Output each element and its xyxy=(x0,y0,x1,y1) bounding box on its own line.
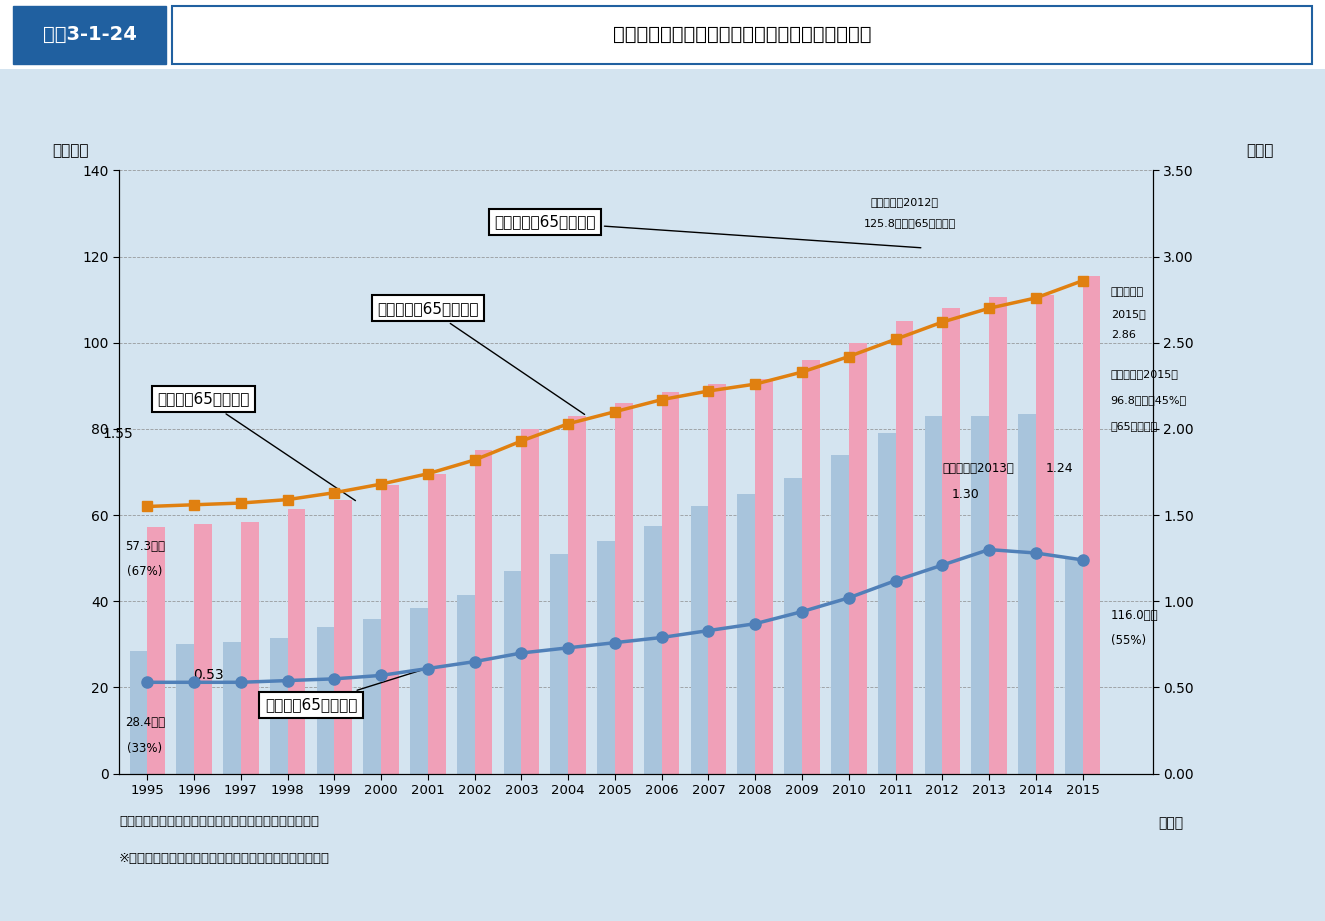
Text: （年）: （年） xyxy=(1158,816,1183,830)
Bar xyxy=(849,343,867,774)
Bar xyxy=(504,571,522,774)
Bar xyxy=(241,521,258,774)
Bar xyxy=(382,485,399,774)
Bar xyxy=(942,309,961,774)
Bar xyxy=(661,392,680,774)
Text: （ピーク）2015年: （ピーク）2015年 xyxy=(1110,369,1178,379)
Bar xyxy=(147,527,166,774)
Text: 125.8万人（65歳未満）: 125.8万人（65歳未満） xyxy=(864,218,955,228)
Bar xyxy=(896,321,913,774)
Bar xyxy=(550,554,568,774)
Bar xyxy=(802,360,820,774)
Bar xyxy=(598,541,615,774)
Text: 1.55: 1.55 xyxy=(102,426,134,440)
Text: 1.24: 1.24 xyxy=(1045,462,1073,475)
Bar xyxy=(784,479,802,774)
Bar xyxy=(1065,558,1083,774)
Text: 2.86: 2.86 xyxy=(1110,331,1136,341)
Text: （万人）: （万人） xyxy=(52,144,89,158)
Bar xyxy=(223,642,241,774)
Text: (67%): (67%) xyxy=(127,565,163,578)
Text: (33%): (33%) xyxy=(127,742,163,755)
Text: （ピーク）2012年: （ピーク）2012年 xyxy=(871,197,939,207)
Bar xyxy=(474,450,493,774)
Text: 28.4万人: 28.4万人 xyxy=(125,717,166,729)
Text: （65歳以上）: （65歳以上） xyxy=(1110,421,1158,431)
Text: 0.53: 0.53 xyxy=(193,668,224,682)
Bar xyxy=(522,429,539,774)
Text: 1.30: 1.30 xyxy=(951,488,979,501)
Text: 受給者数（65歳未満）: 受給者数（65歳未満） xyxy=(494,215,921,248)
Bar xyxy=(428,474,445,774)
Text: （ピーク）: （ピーク） xyxy=(1110,287,1143,297)
Bar xyxy=(709,384,726,774)
Bar xyxy=(334,500,352,774)
Bar xyxy=(1018,414,1036,774)
Text: 保護率（65歳以上）: 保護率（65歳以上） xyxy=(158,391,355,501)
Bar xyxy=(877,433,896,774)
Bar xyxy=(925,416,942,774)
Bar xyxy=(363,619,382,774)
Bar xyxy=(738,494,755,774)
Text: 96.8万人（45%）: 96.8万人（45%） xyxy=(1110,395,1187,405)
Text: 2015年: 2015年 xyxy=(1110,309,1145,319)
Bar xyxy=(411,608,428,774)
Bar xyxy=(988,297,1007,774)
Bar xyxy=(130,651,147,774)
Bar xyxy=(755,379,772,774)
Bar xyxy=(176,645,193,774)
Text: 57.3万人: 57.3万人 xyxy=(125,540,166,553)
Bar xyxy=(457,595,474,774)
Bar xyxy=(615,403,633,774)
Bar xyxy=(568,416,586,774)
FancyBboxPatch shape xyxy=(13,6,166,64)
Bar xyxy=(644,526,661,774)
Bar xyxy=(288,508,305,774)
Bar xyxy=(270,638,288,774)
Bar xyxy=(971,416,988,774)
Text: ※年齢階級別生活保護受給者数のデータは年次データのみ: ※年齢階級別生活保護受給者数のデータは年次データのみ xyxy=(119,852,330,865)
Text: （ピーク）2013年: （ピーク）2013年 xyxy=(942,462,1014,475)
Bar xyxy=(1036,296,1053,774)
Text: 116.0万人: 116.0万人 xyxy=(1110,609,1158,622)
Text: 年齢階級別生活保護受給者数、保護率の年次推移: 年齢階級別生活保護受給者数、保護率の年次推移 xyxy=(612,25,872,44)
Bar xyxy=(1083,276,1100,774)
Text: (55%): (55%) xyxy=(1110,635,1146,647)
Text: 資料：厚生労働省社会・援護局保護課「被保護者調査」: 資料：厚生労働省社会・援護局保護課「被保護者調査」 xyxy=(119,815,319,828)
Text: 図表3-1-24: 図表3-1-24 xyxy=(42,25,136,44)
Text: 受給者数（65歳以上）: 受給者数（65歳以上） xyxy=(378,301,584,414)
Bar xyxy=(193,524,212,774)
Text: （％）: （％） xyxy=(1246,144,1273,158)
Text: 保護率（65歳未満）: 保護率（65歳未満） xyxy=(265,669,425,712)
Bar xyxy=(317,627,334,774)
Bar xyxy=(831,455,849,774)
Bar xyxy=(690,507,709,774)
FancyBboxPatch shape xyxy=(172,6,1312,64)
